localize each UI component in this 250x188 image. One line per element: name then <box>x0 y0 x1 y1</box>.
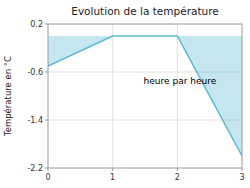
area <box>48 36 242 156</box>
plot-area <box>48 36 242 156</box>
chart: 0.2 -0.6 -1.4 -2.20 1 2 3 Température en °C heur… <box>0 0 250 188</box>
axes: 0.2 -0.6 -1.4 -2.20 1 2 3 <box>27 20 244 182</box>
tick-label-x: 2 <box>175 173 180 182</box>
tick-label-x: 0 <box>45 173 50 182</box>
tick-y <box>45 120 48 121</box>
grid-line-x <box>112 24 113 168</box>
grid-line-x <box>177 24 178 168</box>
annotation: heure par heure <box>144 76 217 86</box>
tick-label-x: 1 <box>110 173 115 182</box>
tick-y <box>45 24 48 25</box>
title: Evolution de la température <box>71 5 218 17</box>
tick-label-y: -0.6 <box>27 68 43 77</box>
grid <box>48 24 242 168</box>
tick-label-x: 3 <box>239 173 244 182</box>
tick-x <box>48 168 49 171</box>
tick-label-y: -2.2 <box>27 164 43 173</box>
y-axis-label: Température en °C <box>3 56 13 137</box>
tick-label-y: -1.4 <box>27 116 43 125</box>
grid-line-y <box>48 120 242 121</box>
chart-container: 0.2 -0.6 -1.4 -2.20 1 2 3 Température en °C heur… <box>0 0 250 188</box>
line <box>48 36 242 156</box>
tick-x <box>177 168 178 171</box>
tick-label-y: 0.2 <box>30 20 43 29</box>
tick-x <box>242 168 243 171</box>
tick-x <box>112 168 113 171</box>
plot-frame <box>48 24 242 168</box>
tick-y <box>45 72 48 73</box>
